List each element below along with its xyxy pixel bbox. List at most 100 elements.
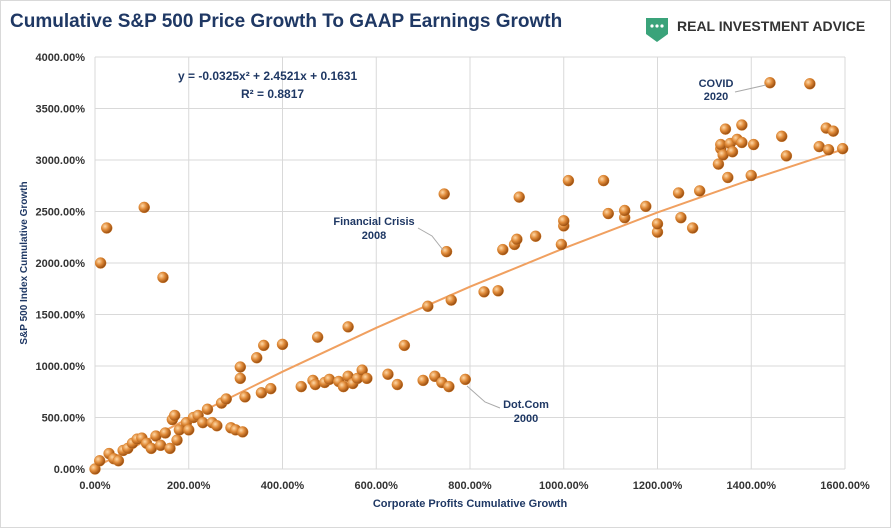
y-tick-label: 3000.00% (35, 155, 85, 167)
chart-title: Cumulative S&P 500 Price Growth To GAAP … (10, 11, 562, 32)
point (562, 174, 575, 187)
point (234, 361, 247, 373)
point (736, 119, 748, 131)
point (234, 372, 247, 385)
annotation: Financial Crisis 2008 (333, 216, 414, 242)
point (618, 204, 631, 217)
point (672, 187, 685, 199)
y-tick-label: 1500.00% (35, 310, 85, 322)
logo: REAL INVESTMENT ADVICE (646, 18, 865, 42)
y-tick-label: 2500.00% (35, 207, 85, 219)
point (295, 380, 307, 393)
point (492, 285, 504, 297)
point (511, 233, 523, 246)
point (398, 339, 411, 352)
point (776, 130, 788, 143)
point (478, 286, 490, 298)
point (171, 434, 183, 446)
r-squared: R² = 0.8817 (241, 87, 304, 101)
y-tick-label: 0.00% (54, 464, 85, 476)
logo-icon (646, 18, 668, 42)
point (342, 321, 354, 333)
y-tick-label: 1000.00% (35, 361, 85, 373)
point (323, 373, 336, 386)
equation: y = -0.0325x² + 2.4521x + 0.1631 (178, 69, 357, 83)
y-tick-label: 2000.00% (35, 258, 85, 270)
point (513, 191, 525, 203)
point (597, 174, 610, 187)
point (804, 78, 816, 90)
leader-line (466, 385, 501, 409)
x-axis-title: Corporate Profits Cumulative Growth (373, 498, 568, 510)
x-tick-label: 0.00% (79, 480, 110, 492)
point (236, 426, 249, 438)
point (438, 188, 450, 200)
point (445, 294, 457, 306)
point (440, 245, 453, 258)
point (168, 409, 181, 422)
point (112, 455, 125, 467)
point (640, 200, 652, 213)
point (747, 138, 760, 151)
point (651, 218, 664, 230)
point (675, 211, 687, 224)
logo-text: REAL INVESTMENT ADVICE (677, 18, 865, 34)
point (726, 146, 739, 158)
x-tick-label: 1000.00% (539, 480, 589, 492)
point (693, 185, 706, 197)
point (736, 136, 748, 149)
point (529, 230, 542, 242)
point (764, 77, 776, 89)
x-tick-label: 800.00% (448, 480, 492, 492)
x-tick-label: 1200.00% (633, 480, 683, 492)
x-tick-label: 200.00% (167, 480, 211, 492)
point (712, 158, 725, 170)
point (164, 442, 176, 455)
point (822, 143, 835, 156)
point (391, 378, 404, 391)
point (497, 243, 509, 256)
point (417, 374, 429, 387)
point (836, 142, 849, 155)
point (265, 382, 277, 395)
x-tick-label: 600.00% (355, 480, 399, 492)
leader-line (734, 84, 767, 93)
y-tick-label: 3500.00% (35, 104, 85, 116)
y-axis-title: S&P 500 Index Cumulative Growth (19, 181, 30, 344)
point (276, 338, 289, 351)
point (220, 393, 232, 405)
point (211, 420, 223, 432)
y-tick-label: 4000.00% (35, 52, 85, 64)
annotation: Dot.Com 2000 (503, 399, 549, 425)
point (138, 201, 150, 214)
point (93, 455, 106, 467)
point (719, 123, 732, 135)
x-tick-label: 1400.00% (726, 480, 776, 492)
point (745, 169, 757, 182)
point (361, 372, 373, 385)
point (239, 391, 251, 403)
point (101, 222, 113, 234)
point (251, 352, 263, 364)
point (686, 222, 699, 234)
point (459, 373, 472, 386)
point (422, 300, 434, 312)
point (94, 257, 107, 269)
point (827, 125, 839, 137)
point (157, 271, 169, 284)
point (201, 403, 214, 415)
x-tick-label: 400.00% (261, 480, 305, 492)
point (183, 424, 195, 436)
point (555, 238, 568, 251)
point (258, 339, 270, 352)
point (558, 215, 570, 227)
point (443, 380, 455, 393)
y-tick-label: 500.00% (42, 413, 86, 425)
x-tick-label: 1600.00% (820, 480, 870, 492)
point (311, 331, 324, 343)
point (159, 427, 172, 439)
point (382, 368, 394, 380)
leader-line (417, 227, 444, 251)
point (722, 171, 734, 184)
